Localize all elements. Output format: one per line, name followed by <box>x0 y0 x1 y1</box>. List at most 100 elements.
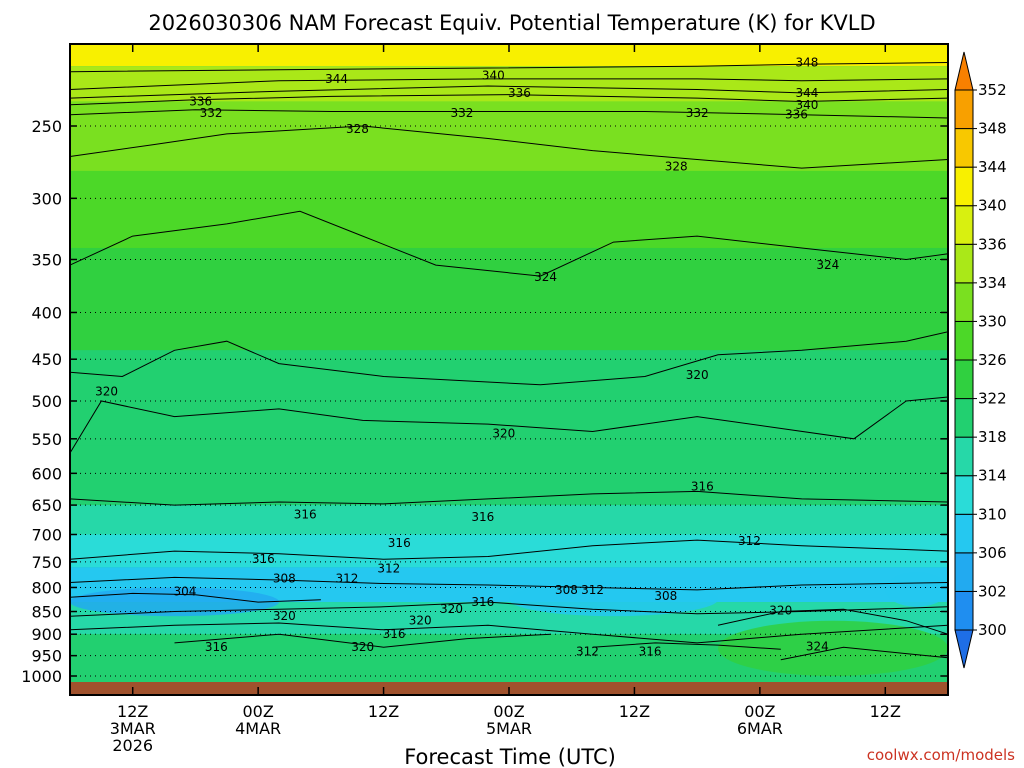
colorbar-segment <box>954 320 974 361</box>
y-tick-label: 650 <box>31 496 62 515</box>
colorbar-segment <box>954 89 974 130</box>
contour-label: 308 <box>273 571 296 585</box>
x-tick-label: 00Z <box>242 702 273 721</box>
colorbar-segment <box>954 128 974 168</box>
colorbar-label: 330 <box>978 312 1007 330</box>
contour-label: 336 <box>785 108 808 122</box>
colorbar-segment <box>954 475 974 515</box>
contour-label: 320 <box>351 640 374 654</box>
theta-patch <box>509 534 698 568</box>
contour-layer <box>69 62 949 661</box>
theta-patch <box>509 582 719 617</box>
colorbar-label: 334 <box>978 274 1007 292</box>
y-tick-label: 750 <box>31 553 62 572</box>
y-tick-label: 250 <box>31 117 62 136</box>
contour-label: 312 <box>738 534 761 548</box>
y-tick-label: 550 <box>31 430 62 449</box>
contour-line-320 <box>717 608 949 635</box>
colorbar-segment <box>954 282 974 322</box>
colorbar-segment <box>954 436 974 477</box>
colorbar-segment <box>954 166 974 207</box>
x-axis-label: Forecast Time (UTC) <box>404 745 616 768</box>
contour-label: 332 <box>451 106 474 120</box>
theta-band <box>70 101 948 171</box>
colorbar-label: 348 <box>978 120 1007 138</box>
contour-label: 328 <box>665 160 688 174</box>
colorbar-segment <box>954 243 974 284</box>
theta-patch <box>718 620 948 676</box>
colorbar-label: 322 <box>978 390 1007 408</box>
colorbar-segment <box>954 205 974 245</box>
theta-band <box>70 170 948 248</box>
contour-label: 332 <box>686 106 709 120</box>
colorbar-segment <box>954 398 974 438</box>
colorbar-arrow-low <box>954 629 974 669</box>
x-tick-label: 2026 <box>112 736 153 755</box>
x-tick-label: 3MAR <box>110 719 156 738</box>
colorbar: 300 302 306 310 314 318 322 326 330 334 336 340 344 3… <box>954 51 1007 669</box>
contour-line-328 <box>69 125 949 169</box>
colorbar-label: 318 <box>978 428 1007 446</box>
colorbar-label: 340 <box>978 197 1007 215</box>
y-tick-label: 900 <box>31 625 62 644</box>
contour-label: 316 <box>388 536 411 550</box>
y-tick-label: 300 <box>31 189 62 208</box>
theta-band <box>70 350 948 446</box>
contour-line-344 <box>69 78 949 90</box>
contour-label: 320 <box>769 604 792 618</box>
contour-label: 312 <box>581 583 604 597</box>
theta-patch <box>195 634 447 676</box>
x-tick-label: 12Z <box>870 702 901 721</box>
x-tick-label: 00Z <box>744 702 775 721</box>
contour-label: 328 <box>346 122 369 136</box>
contour-line-332 <box>69 109 949 119</box>
x-tick-label: 6MAR <box>737 719 783 738</box>
contour-line-312 <box>69 539 949 560</box>
contour-line-320 <box>69 331 949 386</box>
contour-label: 312 <box>336 571 359 585</box>
y-tick-label: 1000 <box>21 667 62 686</box>
colorbar-label: 336 <box>978 235 1007 253</box>
theta-band <box>70 445 948 506</box>
y-tick-label: 600 <box>31 464 62 483</box>
contour-label: 308 <box>654 589 677 603</box>
contour-label: 304 <box>174 584 197 598</box>
contour-label: 320 <box>686 368 709 382</box>
contour-line-340 <box>69 85 949 99</box>
contour-label: 316 <box>471 595 494 609</box>
colorbar-segment <box>954 359 974 400</box>
chart-title: 2026030306 NAM Forecast Equiv. Potential… <box>148 11 875 35</box>
colorbar-segment <box>954 513 974 554</box>
y-tick-label: 500 <box>31 392 62 411</box>
colorbar-segment <box>954 552 974 592</box>
contour-label: 320 <box>492 427 515 441</box>
y-tick-label: 850 <box>31 603 62 622</box>
contour-label: 320 <box>95 384 118 398</box>
y-tick-label: 950 <box>31 647 62 666</box>
contour-line-312 <box>592 642 781 650</box>
contour-label: 316 <box>205 640 228 654</box>
theta-patch <box>885 572 949 607</box>
contour-label: 340 <box>795 98 818 112</box>
plot-fill-layer <box>69 44 949 695</box>
contour-label: 312 <box>377 562 400 576</box>
contour-label: 320 <box>440 602 463 616</box>
credit-text[interactable]: coolwx.com/models <box>867 746 1015 764</box>
contour-line-304 <box>69 592 321 603</box>
colorbar-label: 302 <box>978 582 1007 600</box>
theta-band <box>70 247 948 351</box>
colorbar-label: 326 <box>978 351 1007 369</box>
contour-label: 316 <box>383 627 406 641</box>
contour-label: 324 <box>816 258 839 272</box>
contour-label: 316 <box>252 552 275 566</box>
contour-label: 316 <box>691 479 714 493</box>
theta-band <box>70 505 948 535</box>
x-tick-label: 12Z <box>368 702 399 721</box>
contour-label: 336 <box>189 94 212 108</box>
y-tick-label: 400 <box>31 303 62 322</box>
contour-line-316 <box>69 622 949 644</box>
colorbar-label: 300 <box>978 621 1007 639</box>
